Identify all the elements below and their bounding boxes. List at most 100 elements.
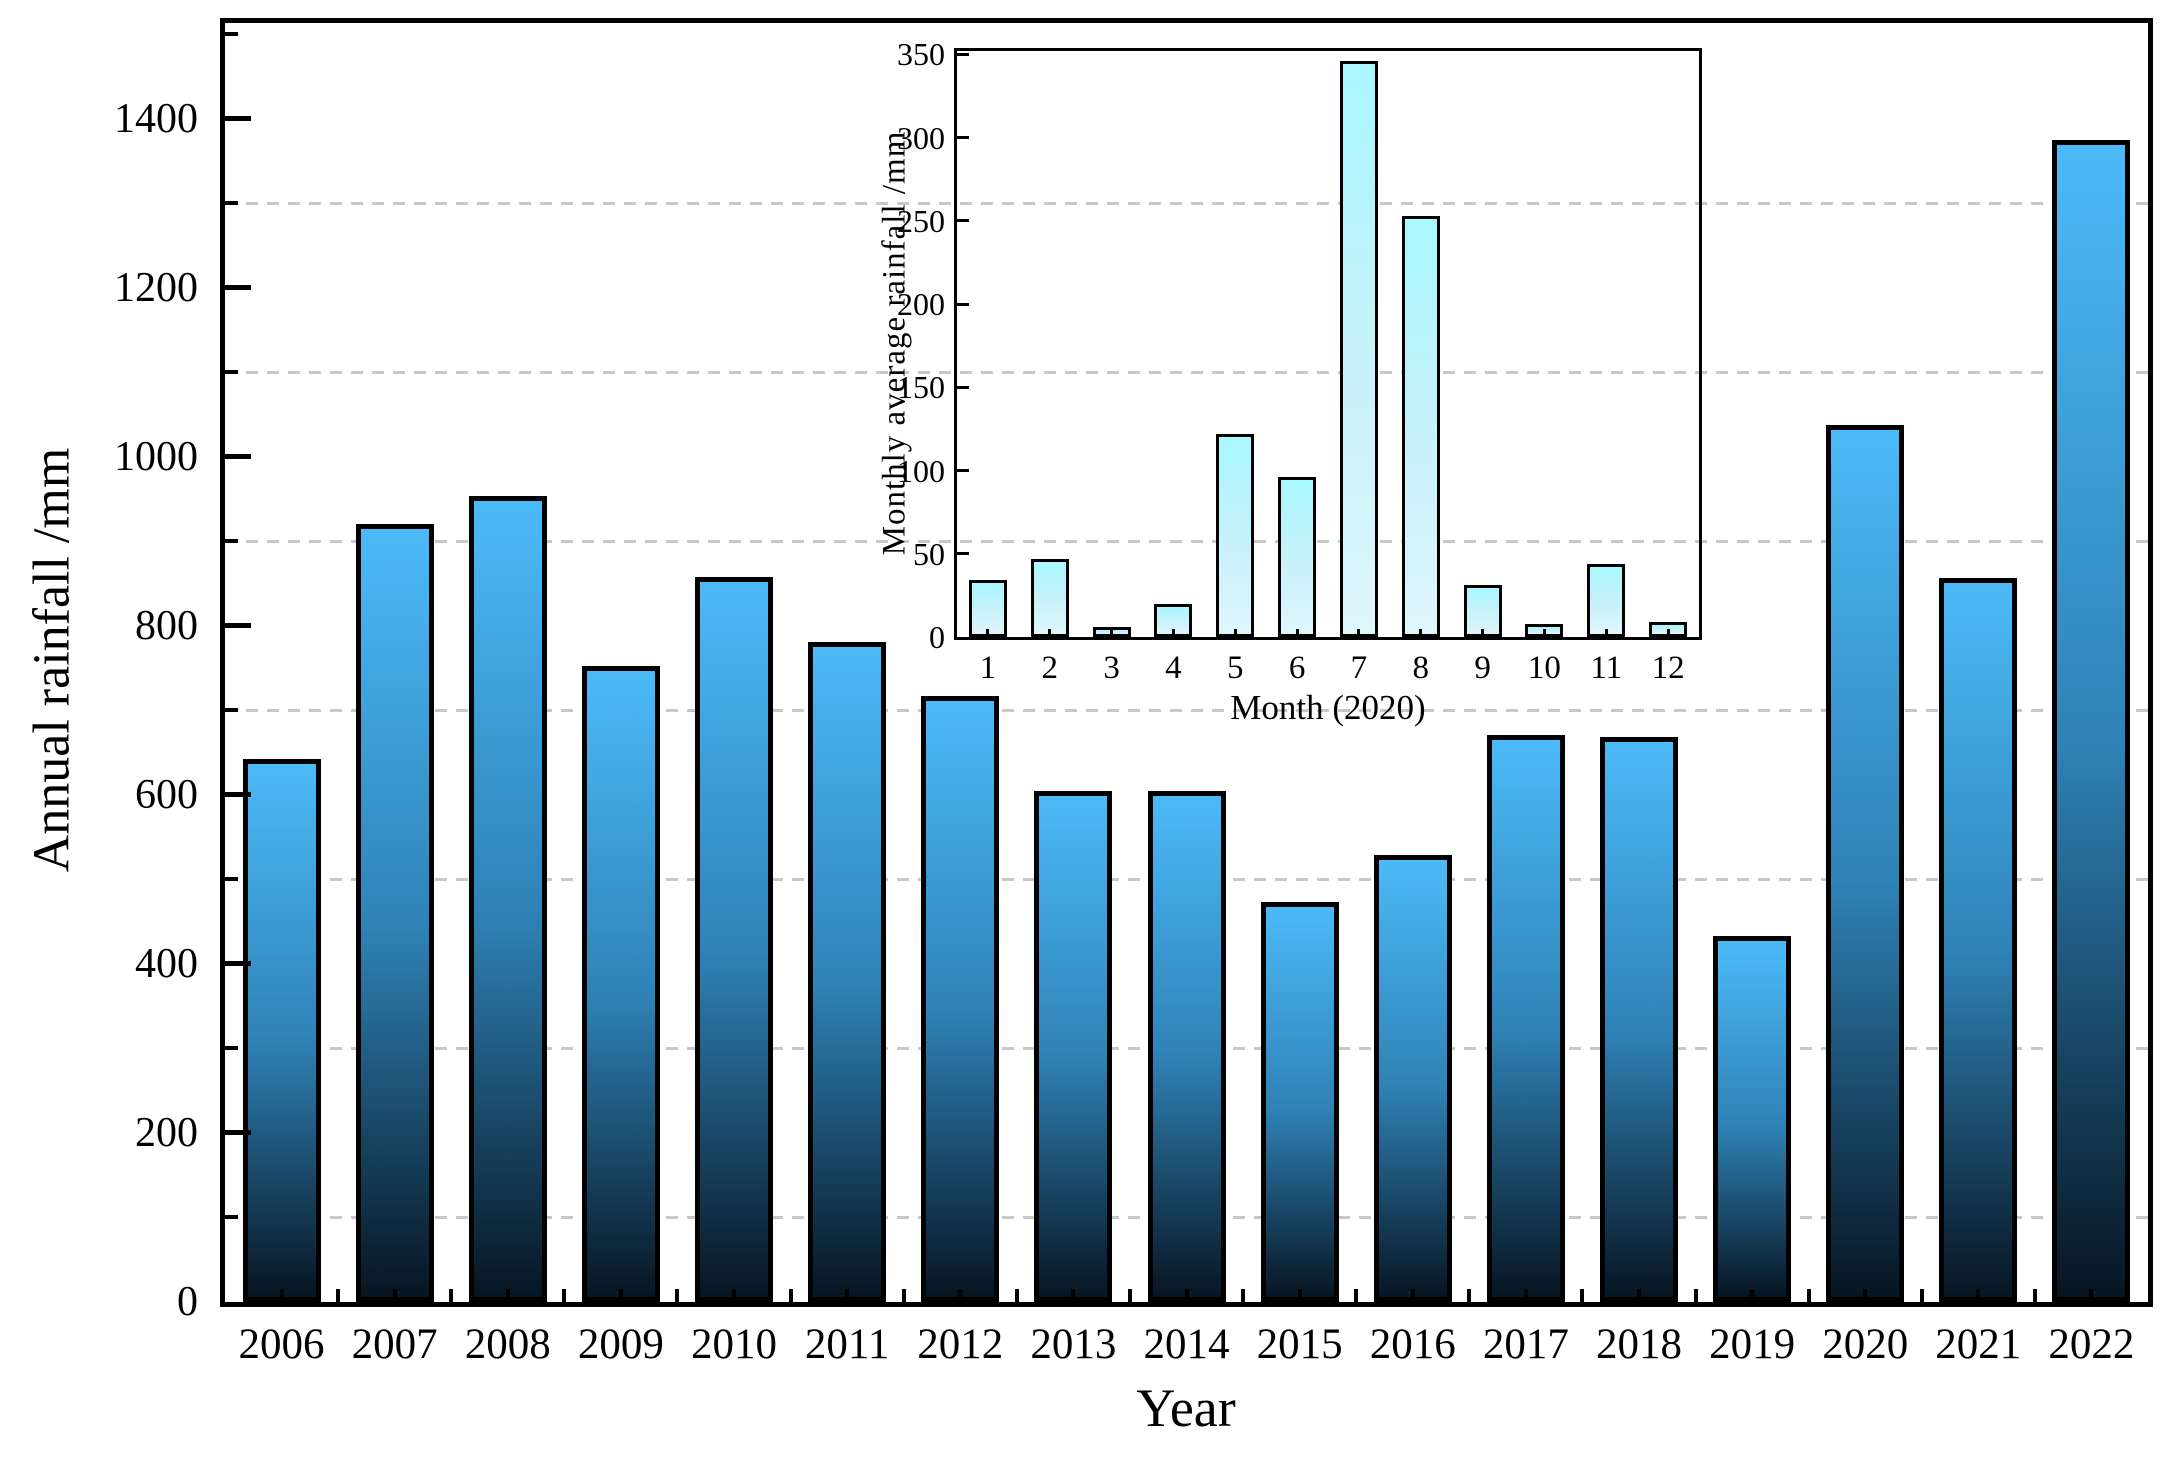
y-major-tick-200	[225, 1130, 251, 1136]
inset-x-tick	[1542, 629, 1546, 637]
inset-x-tick	[1110, 629, 1114, 637]
annual-bar-2013	[1034, 791, 1112, 1302]
inset-x-tick	[1357, 629, 1361, 637]
inset-x-tick-label-1: 1	[979, 650, 997, 686]
x-tick	[1523, 1289, 1528, 1302]
x-tick-label-2010: 2010	[691, 1321, 778, 1368]
inset-x-tick-label-5: 5	[1227, 650, 1244, 686]
annual-bar-2018	[1600, 737, 1678, 1302]
annual-bar-2020	[1826, 425, 1904, 1302]
y-minor-tick-1100	[225, 370, 238, 375]
inset-x-tick	[986, 629, 990, 637]
x-tick	[1297, 1289, 1302, 1302]
x-tick	[732, 1289, 737, 1302]
inset-plot-area	[954, 48, 1702, 640]
x-tick	[1750, 1289, 1755, 1302]
inset-y-tick-200	[957, 302, 969, 306]
x-tick	[901, 1289, 906, 1302]
x-tick	[2032, 1289, 2037, 1302]
inset-y-tick-label: 250	[897, 202, 945, 239]
x-tick-label-2008: 2008	[464, 1321, 551, 1368]
inset-y-axis-title: Monthly average rainfall /mm	[876, 130, 913, 556]
inset-y-tick-50	[957, 552, 969, 556]
y-tick-label: 200	[135, 1109, 198, 1156]
inset-y-tick-label: 150	[897, 369, 945, 406]
inset-y-tick-300	[957, 136, 969, 140]
annual-bar-2008	[469, 496, 547, 1302]
annual-bar-2014	[1148, 791, 1226, 1302]
annual-bar-2011	[808, 642, 886, 1302]
x-tick	[2089, 1289, 2094, 1302]
y-tick-label: 400	[135, 940, 198, 987]
x-tick	[562, 1289, 567, 1302]
inset-x-tick-label-7: 7	[1350, 650, 1368, 686]
x-tick	[1354, 1289, 1359, 1302]
inset-x-tick	[1048, 629, 1052, 637]
annual-bar-2007	[356, 524, 434, 1302]
x-tick-label-2012: 2012	[917, 1321, 1004, 1368]
x-tick	[1467, 1289, 1472, 1302]
annual-bar-2012	[921, 696, 999, 1302]
inset-bar-month-5	[1216, 434, 1254, 637]
annual-bar-2019	[1713, 936, 1791, 1302]
y-tick-label: 0	[177, 1279, 198, 1325]
x-tick	[1636, 1289, 1641, 1302]
inset-y-tick-label: 300	[897, 119, 945, 156]
y-minor-tick-900	[225, 539, 238, 544]
x-tick	[675, 1289, 680, 1302]
x-tick-label-2020: 2020	[1822, 1321, 1909, 1368]
inset-bar-month-2	[1031, 559, 1069, 637]
x-tick-label-2016: 2016	[1369, 1321, 1456, 1368]
inset-y-tick-label: 100	[897, 452, 945, 489]
inset-y-tick-label: 350	[897, 36, 945, 73]
y-tick-label: 800	[135, 602, 198, 649]
inset-bar-month-9	[1464, 585, 1502, 637]
inset-x-tick	[1481, 629, 1485, 637]
gridline-900	[225, 539, 2148, 543]
x-tick	[1014, 1289, 1019, 1302]
x-tick	[392, 1289, 397, 1302]
x-tick	[1241, 1289, 1246, 1302]
x-tick	[788, 1289, 793, 1302]
x-tick-label-2013: 2013	[1030, 1321, 1117, 1368]
x-tick-label-2022: 2022	[2048, 1321, 2135, 1368]
inset-x-tick-label-11: 11	[1590, 650, 1623, 686]
y-major-tick-800	[225, 623, 251, 629]
annual-bar-2016	[1374, 855, 1452, 1302]
inset-y-tick-150	[957, 385, 969, 389]
x-tick	[1410, 1289, 1415, 1302]
inset-x-tick	[1604, 629, 1608, 637]
inset-x-tick-label-4: 4	[1165, 650, 1182, 686]
y-minor-tick-1300	[225, 201, 238, 206]
inset-x-tick-label-9: 9	[1474, 650, 1491, 686]
annual-bar-2015	[1261, 902, 1339, 1302]
annual-bar-2017	[1487, 735, 1565, 1302]
y-tick-label: 1000	[114, 433, 198, 480]
x-tick	[845, 1289, 850, 1302]
inset-x-tick-label-12: 12	[1651, 650, 1685, 686]
y-minor-tick-1500	[225, 32, 238, 37]
gridline-1300	[225, 201, 2148, 205]
x-tick	[279, 1289, 284, 1302]
inset-bar-month-8	[1402, 216, 1440, 637]
y-tick-label: 1400	[114, 95, 198, 142]
inset-x-tick	[1233, 629, 1237, 637]
x-tick	[1127, 1289, 1132, 1302]
x-tick	[1863, 1289, 1868, 1302]
x-tick	[1919, 1289, 1924, 1302]
x-tick	[958, 1289, 963, 1302]
inset-y-tick-350	[957, 52, 969, 56]
y-major-tick-600	[225, 792, 251, 798]
inset-x-tick	[1666, 629, 1670, 637]
x-tick-label-2014: 2014	[1143, 1321, 1230, 1368]
inset-y-tick-100	[957, 469, 969, 473]
inset-x-tick-label-10: 10	[1527, 650, 1561, 686]
x-tick-label-2019: 2019	[1709, 1321, 1796, 1368]
inset-bar-month-7	[1340, 61, 1378, 637]
inset-y-tick-250	[957, 219, 969, 223]
x-tick	[336, 1289, 341, 1302]
annual-bar-2022	[2052, 140, 2130, 1302]
x-tick	[1580, 1289, 1585, 1302]
y-major-tick-1200	[225, 285, 251, 291]
